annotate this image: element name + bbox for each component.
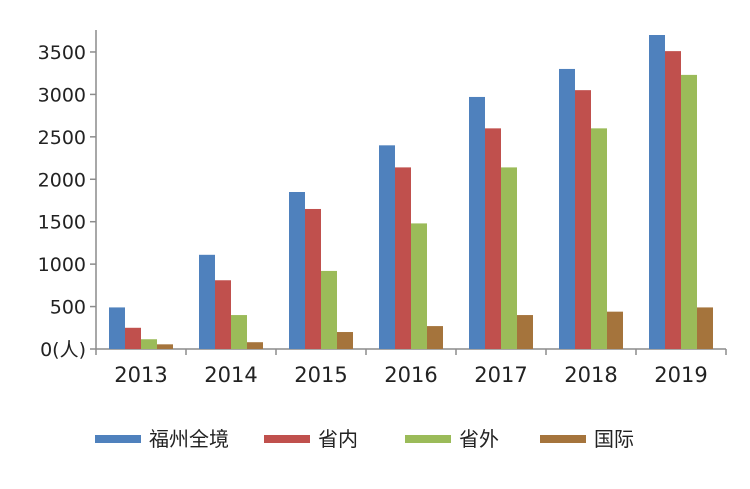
legend-label: 省内	[318, 427, 358, 451]
y-tick-label: 0(人)	[40, 339, 86, 361]
bar-1-2019	[649, 35, 665, 349]
bar-3-2019	[681, 74, 697, 350]
legend-swatch	[405, 435, 451, 443]
bar-1-2016	[379, 145, 395, 349]
bar-3-2018	[591, 128, 607, 349]
bar-2-2019	[665, 51, 681, 349]
bars	[109, 35, 713, 350]
bar-4-2017	[517, 315, 533, 349]
legend-item: 省内	[264, 427, 358, 451]
x-axis: 2013 2014 2015 2016 2017 2018 2019	[95, 348, 727, 387]
bar-3-2013	[141, 339, 157, 349]
bar-3-2017	[501, 167, 517, 349]
bar-4-2015	[337, 332, 353, 349]
y-tick-label: 2000	[38, 169, 86, 191]
bar-3-2014	[231, 315, 247, 349]
bar-1-2018	[559, 68, 575, 349]
legend-label: 福州全境	[149, 427, 229, 451]
bar-2-2015	[305, 208, 321, 349]
bar-4-2018	[607, 311, 623, 349]
bar-4-2013	[157, 344, 173, 349]
x-tick-label: 2019	[654, 363, 707, 387]
x-tick-label: 2017	[474, 363, 527, 387]
bar-4-2019	[697, 307, 713, 349]
x-tick-label: 2013	[114, 363, 167, 387]
bar-1-2015	[289, 192, 305, 349]
bar-2-2013	[125, 327, 141, 349]
legend-label: 省外	[459, 427, 499, 451]
legend-item: 省外	[405, 427, 499, 451]
x-tick-label: 2014	[204, 363, 257, 387]
x-tick-label: 2015	[294, 363, 347, 387]
bar-2-2014	[215, 280, 231, 349]
bar-1-2017	[469, 96, 485, 349]
bar-2-2018	[575, 90, 591, 349]
bar-4-2016	[427, 326, 443, 349]
bar-2-2016	[395, 167, 411, 349]
legend-swatch	[95, 435, 141, 443]
legend-item: 国际	[540, 427, 634, 451]
legend-swatch	[540, 435, 586, 443]
y-tick-label: 3500	[38, 42, 86, 64]
bar-1-2013	[109, 307, 125, 349]
legend: 福州全境 省内 省外 国际	[95, 427, 634, 451]
y-tick-label: 2500	[38, 127, 86, 149]
x-tick-label: 2018	[564, 363, 617, 387]
x-tick-label: 2016	[384, 363, 437, 387]
bar-2-2017	[485, 128, 501, 349]
legend-label: 国际	[594, 427, 634, 451]
bar-1-2014	[199, 254, 215, 349]
bar-3-2016	[411, 223, 427, 349]
bar-4-2014	[247, 342, 263, 349]
y-tick-label: 3000	[38, 84, 86, 106]
y-axis: 0(人) 500 1000 1500 2000 2500 3000 3500	[38, 30, 97, 361]
y-tick-label: 1500	[38, 212, 86, 234]
legend-swatch	[264, 435, 310, 443]
y-tick-label: 1000	[38, 254, 86, 276]
bar-3-2015	[321, 270, 337, 349]
legend-item: 福州全境	[95, 427, 229, 451]
y-tick-label: 500	[50, 297, 86, 319]
